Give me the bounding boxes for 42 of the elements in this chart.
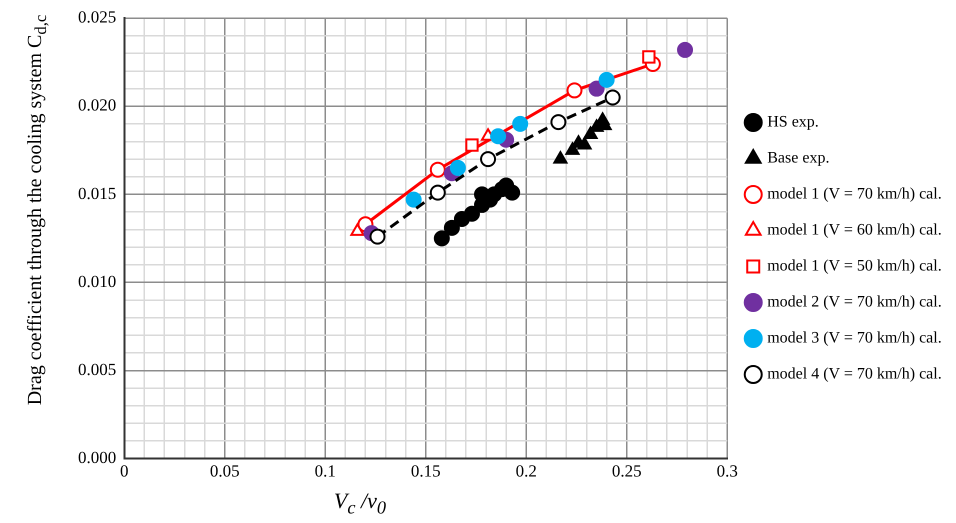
point bbox=[577, 137, 592, 150]
legend-label: model 3 (V = 70 km/h) cal. bbox=[767, 330, 942, 347]
point bbox=[566, 82, 582, 98]
point bbox=[464, 206, 480, 222]
legend-label: model 4 (V = 70 km/h) cal. bbox=[767, 366, 942, 383]
point bbox=[677, 42, 694, 58]
y-tick-label: 0.000 bbox=[78, 448, 116, 468]
y-tick-label: 0.015 bbox=[78, 184, 116, 203]
point bbox=[480, 151, 496, 168]
x-tick-label: 0.05 bbox=[210, 461, 240, 480]
x-tick-label: 0.3 bbox=[716, 461, 738, 480]
point bbox=[512, 116, 528, 132]
point bbox=[370, 228, 386, 245]
point bbox=[588, 80, 605, 97]
point bbox=[642, 50, 656, 64]
legend-label: model 1 (V = 50 km/h) cal. bbox=[767, 258, 942, 275]
y-tick-label: 0.010 bbox=[78, 272, 116, 291]
y-tick-label: 0.025 bbox=[78, 8, 116, 27]
legend-label: HS exp. bbox=[767, 114, 819, 131]
point bbox=[434, 230, 450, 246]
x-tick-label: 0.25 bbox=[612, 461, 642, 480]
y-tick-label: 0.005 bbox=[78, 360, 116, 379]
point bbox=[490, 128, 506, 144]
x-tick-label: 0 bbox=[120, 461, 128, 480]
point bbox=[604, 89, 621, 106]
legend-label: model 1 (V = 70 km/h) cal. bbox=[767, 186, 942, 203]
point bbox=[550, 114, 566, 130]
point bbox=[406, 192, 422, 208]
legend-label: model 1 (V = 60 km/h) cal. bbox=[767, 222, 942, 239]
y-tick-label: 0.020 bbox=[78, 96, 116, 115]
legend-label: model 2 (V = 70 km/h) cal. bbox=[767, 294, 942, 311]
point bbox=[465, 138, 479, 152]
point bbox=[598, 72, 615, 88]
point bbox=[430, 162, 446, 178]
legend-label: Base exp. bbox=[767, 150, 830, 167]
x-tick-label: 0.1 bbox=[314, 461, 336, 480]
x-tick-label: 0.2 bbox=[516, 461, 537, 480]
point bbox=[444, 220, 460, 236]
point bbox=[430, 184, 446, 201]
point bbox=[450, 160, 466, 176]
x-axis-title: V$_{c}$ /v$_{0}$ bbox=[332, 488, 388, 518]
x-tick-label: 0.15 bbox=[410, 461, 441, 480]
